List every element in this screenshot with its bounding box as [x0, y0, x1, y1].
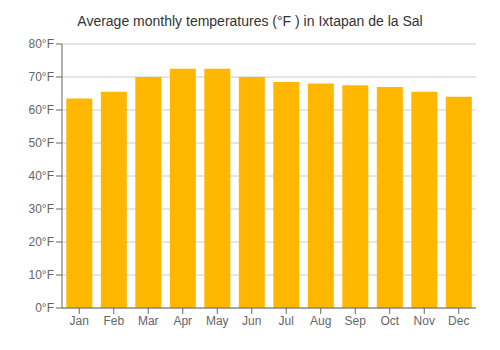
svg-text:20°F: 20°F: [29, 235, 54, 249]
svg-text:Dec: Dec: [448, 314, 469, 328]
svg-text:60°F: 60°F: [29, 103, 54, 117]
svg-text:50°F: 50°F: [29, 136, 54, 150]
svg-text:Jan: Jan: [70, 314, 89, 328]
svg-text:Oct: Oct: [380, 314, 399, 328]
svg-text:30°F: 30°F: [29, 202, 54, 216]
svg-text:May: May: [206, 314, 229, 328]
svg-text:Jun: Jun: [242, 314, 261, 328]
svg-text:Mar: Mar: [138, 314, 159, 328]
svg-text:Jul: Jul: [279, 314, 294, 328]
svg-text:10°F: 10°F: [29, 268, 54, 282]
svg-text:40°F: 40°F: [29, 169, 54, 183]
svg-text:Apr: Apr: [173, 314, 192, 328]
svg-text:80°F: 80°F: [29, 37, 54, 51]
html-text:Average monthly temperatures (: Average monthly temperatures (°F ) in Ix…: [77, 13, 423, 29]
svg-text:Nov: Nov: [414, 314, 435, 328]
svg-text:70°F: 70°F: [29, 70, 54, 84]
svg-text:Aug: Aug: [310, 314, 331, 328]
svg-text:Feb: Feb: [103, 314, 124, 328]
svg-text:Sep: Sep: [345, 314, 367, 328]
svg-text:0°F: 0°F: [35, 301, 54, 315]
